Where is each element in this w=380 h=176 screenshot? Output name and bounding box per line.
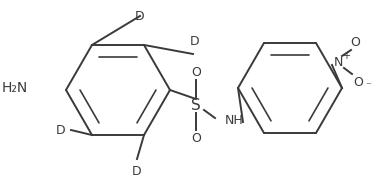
Text: D: D — [190, 35, 200, 48]
Text: S: S — [191, 98, 201, 112]
Text: D: D — [135, 10, 145, 23]
Text: O: O — [353, 76, 363, 89]
Text: D: D — [132, 165, 142, 176]
Text: ⁻: ⁻ — [365, 81, 371, 91]
Text: O: O — [350, 36, 360, 49]
Text: NH: NH — [225, 114, 244, 127]
Text: O: O — [191, 131, 201, 144]
Text: H₂N: H₂N — [2, 81, 28, 95]
Text: N: N — [333, 55, 343, 68]
Text: D: D — [55, 124, 65, 137]
Text: O: O — [191, 65, 201, 78]
Text: +: + — [342, 51, 350, 61]
